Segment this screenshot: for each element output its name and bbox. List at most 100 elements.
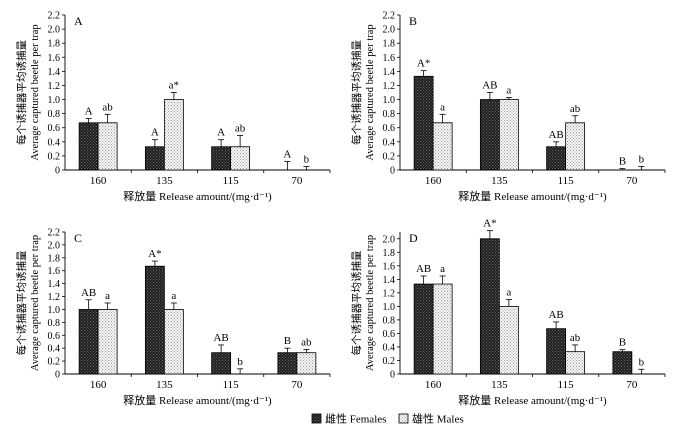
bar-females xyxy=(546,146,567,171)
bar-males xyxy=(498,305,519,375)
y-tick-label: 1.8 xyxy=(383,248,396,259)
y-tick-label: 1.2 xyxy=(48,292,61,303)
bar-males xyxy=(565,122,586,171)
chart-panel-a: 0 0.2 0.4 0.6 0.8 1.0 1.2 1.4 1.6 1.8 2.0 2.2 160 A ab… xyxy=(15,11,331,203)
significance-label: A xyxy=(85,106,93,118)
y-tick-label: 2.0 xyxy=(48,25,61,36)
x-tick-label: 70 xyxy=(626,379,638,391)
significance-label: AB xyxy=(548,309,563,321)
y-tick-label: 1.6 xyxy=(383,261,396,272)
bar-females xyxy=(277,352,298,375)
significance-label: A xyxy=(217,127,225,139)
y-tick-label: 0.4 xyxy=(48,344,61,355)
y-tick-label: 0.2 xyxy=(383,151,396,162)
y-tick-label: 0.8 xyxy=(48,318,61,329)
x-axis-title: 释放量 Release amount/(mg·d⁻¹) xyxy=(458,393,607,407)
legend: 雌性 Females 雄性 Males xyxy=(311,412,464,426)
bar-males xyxy=(565,351,586,375)
y-tick-label: 1.0 xyxy=(383,95,396,106)
y-tick-label: 1.2 xyxy=(383,288,396,299)
legend-label-females: 雌性 Females xyxy=(325,412,386,426)
x-tick-label: 135 xyxy=(491,379,508,391)
x-tick-label: 115 xyxy=(558,175,575,187)
y-axis-title-cn: 每个诱捕器平均诱捕量 xyxy=(15,250,28,355)
x-tick-label: 135 xyxy=(156,379,173,391)
significance-label: a xyxy=(171,290,176,302)
y-tick-label: 1.8 xyxy=(48,39,61,50)
y-tick-label: 1.0 xyxy=(383,302,396,313)
significance-label: ab xyxy=(235,122,246,134)
bar-females xyxy=(78,122,99,171)
significance-label: a xyxy=(105,290,110,302)
y-tick-label: 2.2 xyxy=(383,11,396,22)
y-tick-label: 1.2 xyxy=(383,81,396,92)
x-tick-label: 115 xyxy=(223,175,240,187)
y-tick-label: 0.2 xyxy=(48,357,61,368)
significance-label: AB xyxy=(482,80,497,92)
y-tick-label: 0.6 xyxy=(48,123,61,134)
bar-females xyxy=(612,351,633,375)
y-tick-label: 2.0 xyxy=(48,240,61,251)
y-tick-label: 0.4 xyxy=(48,137,61,148)
bar-males xyxy=(498,99,519,171)
panel-letter: A xyxy=(74,14,83,28)
significance-label: a xyxy=(440,101,445,113)
x-tick-label: 160 xyxy=(425,379,442,391)
significance-label: A xyxy=(283,149,291,161)
legend-label-males: 雄性 Males xyxy=(412,412,464,426)
x-tick-label: 160 xyxy=(425,175,442,187)
y-tick-label: 1.4 xyxy=(48,279,61,290)
significance-label: AB xyxy=(548,129,563,141)
y-tick-label: 0 xyxy=(55,370,60,381)
bar-females xyxy=(413,283,434,375)
significance-label: AB xyxy=(81,287,96,299)
panel-letter: D xyxy=(409,231,418,245)
significance-label: ab xyxy=(102,101,113,113)
y-tick-label: 0.4 xyxy=(383,342,396,353)
x-axis-title: 释放量 Release amount/(mg·d⁻¹) xyxy=(458,189,607,203)
x-tick-label: 160 xyxy=(90,379,107,391)
significance-label: A* xyxy=(417,58,430,70)
bar-females xyxy=(479,99,500,171)
significance-label: A* xyxy=(483,218,496,230)
y-tick-label: 0.6 xyxy=(383,123,396,134)
y-tick-label: 1.4 xyxy=(383,67,396,78)
bar-males xyxy=(163,99,184,171)
y-tick-label: 0.8 xyxy=(383,315,396,326)
y-tick-label: 2.2 xyxy=(48,228,61,239)
y-tick-label: 0 xyxy=(55,166,60,177)
y-tick-label: 0.8 xyxy=(48,109,61,120)
bar-males xyxy=(432,283,453,375)
x-tick-label: 135 xyxy=(491,175,508,187)
y-tick-label: 0.2 xyxy=(383,356,396,367)
bar-males xyxy=(296,352,317,375)
y-tick-label: 1.0 xyxy=(48,95,61,106)
bar-females xyxy=(144,146,165,171)
significance-label: b xyxy=(237,356,243,368)
y-tick-label: 0.6 xyxy=(48,331,61,342)
x-tick-label: 115 xyxy=(558,379,575,391)
y-tick-label: 0.2 xyxy=(48,151,61,162)
significance-label: B xyxy=(619,337,626,349)
y-axis-title-en: Average captured beetle per trap xyxy=(365,235,376,371)
y-axis-title-cn: 每个诱捕器平均诱捕量 xyxy=(350,250,363,355)
y-tick-label: 2.0 xyxy=(383,25,396,36)
chart-panel-c: 0 0.2 0.4 0.6 0.8 1.0 1.2 1.4 1.6 1.8 2.02.2 160 AB a… xyxy=(15,228,331,407)
significance-label: b xyxy=(639,153,645,165)
y-tick-label: 1.0 xyxy=(48,305,61,316)
significance-label: A xyxy=(151,127,159,139)
y-tick-label: 0 xyxy=(390,166,395,177)
panel-letter: C xyxy=(74,231,82,245)
y-axis-title-en: Average captured beetle per trap xyxy=(30,24,41,160)
significance-label: AB xyxy=(213,332,228,344)
bar-females xyxy=(479,238,500,375)
bar-females xyxy=(144,265,165,375)
y-axis-title-en: Average captured beetle per trap xyxy=(30,235,41,371)
y-tick-label: 0.6 xyxy=(383,329,396,340)
y-tick-label: 1.6 xyxy=(48,53,61,64)
chart-panel-b: 0 0.2 0.4 0.6 0.8 1.0 1.2 1.4 1.6 1.8 2.0 2.2 160 A* a… xyxy=(350,11,666,203)
y-tick-label: 0.8 xyxy=(383,109,396,120)
chart-panel-d: 0 0.2 0.4 0.6 0.8 1.0 1.2 1.4 1.6 1.8 2.0 160 AB a 135… xyxy=(350,218,666,407)
y-tick-label: 1.8 xyxy=(383,39,396,50)
